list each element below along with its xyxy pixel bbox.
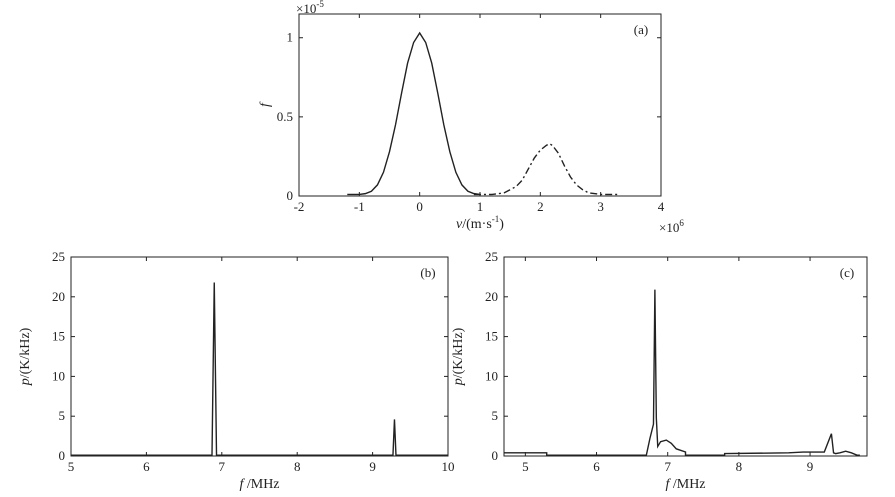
y-tick-label: 15 bbox=[52, 329, 65, 344]
x-axis-var: f bbox=[665, 477, 671, 492]
x-tick-label: 0 bbox=[416, 199, 423, 214]
x-tick-label: 9 bbox=[369, 459, 376, 474]
x-tick-label: 3 bbox=[597, 199, 604, 214]
y-tick-label: 0 bbox=[287, 188, 294, 203]
y-multiplier-base: ×10 bbox=[296, 1, 316, 16]
x-tick-label: 7 bbox=[664, 459, 671, 474]
x-tick-label: 8 bbox=[294, 459, 301, 474]
y-tick-label: 1 bbox=[287, 30, 294, 45]
x-axis-unit-exp: -1 bbox=[492, 214, 500, 224]
x-tick-label: 8 bbox=[736, 459, 743, 474]
y-axis-unit: /(K/kHz) bbox=[451, 327, 466, 378]
y-tick-label: 0 bbox=[59, 448, 66, 463]
x-axis-unit: /(m·s bbox=[462, 217, 492, 232]
y-tick-label: 20 bbox=[52, 289, 65, 304]
y-tick-label: 5 bbox=[492, 408, 499, 423]
y-axis-var: f bbox=[258, 101, 273, 107]
x-axis-title: f /MHz bbox=[239, 477, 279, 492]
y-axis-title: f bbox=[258, 101, 273, 107]
x-tick-label: 4 bbox=[658, 199, 665, 214]
x-multiplier-exp: 6 bbox=[679, 218, 684, 228]
series-line-1 bbox=[71, 282, 448, 456]
x-tick-label: -1 bbox=[354, 199, 365, 214]
y-tick-label: 10 bbox=[485, 368, 498, 383]
y-tick-label: 20 bbox=[485, 289, 498, 304]
y-tick-label: 15 bbox=[485, 329, 498, 344]
x-tick-label: 10 bbox=[442, 459, 455, 474]
y-multiplier-exp: -5 bbox=[316, 0, 324, 9]
y-tick-label: 5 bbox=[59, 408, 66, 423]
series-line-2 bbox=[473, 142, 619, 196]
panel-label: (c) bbox=[840, 265, 854, 280]
y-tick-label: 10 bbox=[52, 368, 65, 383]
panel-label: (a) bbox=[634, 22, 648, 37]
x-tick-label: 2 bbox=[537, 199, 544, 214]
x-tick-label: 1 bbox=[477, 199, 484, 214]
x-tick-label: 9 bbox=[807, 459, 814, 474]
y-tick-label: 0.5 bbox=[277, 109, 293, 124]
x-tick-label: 5 bbox=[522, 459, 529, 474]
x-axis-unit: /MHz bbox=[243, 477, 279, 492]
series-line-1 bbox=[347, 31, 481, 196]
x-multiplier: ×106 bbox=[659, 218, 684, 235]
y-axis-var: p bbox=[18, 378, 33, 386]
plot-frame bbox=[298, 13, 662, 197]
x-axis-var: v bbox=[456, 217, 463, 232]
x-axis-unit: /MHz bbox=[669, 477, 705, 492]
y-axis-title: p/(K/kHz) bbox=[18, 327, 33, 386]
x-tick-label: 6 bbox=[593, 459, 600, 474]
y-tick-label: 25 bbox=[485, 249, 498, 264]
x-multiplier-base: ×10 bbox=[659, 220, 679, 235]
y-axis-unit: /(K/kHz) bbox=[18, 327, 33, 378]
x-axis-title: f /MHz bbox=[665, 477, 705, 492]
x-tick-label: 7 bbox=[219, 459, 226, 474]
plot-frame bbox=[503, 256, 868, 457]
x-axis-title: v/(m·s-1) bbox=[456, 214, 504, 232]
plot-frame bbox=[70, 256, 449, 457]
x-axis-var: f bbox=[239, 477, 245, 492]
panel-label: (b) bbox=[420, 265, 435, 280]
chart-panel-3: 5 6 7 8 9 0 5 10 15 20 25 (c) f /MHz p/(K/kHz) bbox=[451, 249, 868, 492]
chart-panel-1: -2 -1 0 1 2 3 400.51(a)v/(m·s-1)f×10-5×106 bbox=[258, 0, 684, 235]
y-axis-var: p bbox=[451, 378, 466, 386]
x-tick-label: 6 bbox=[143, 459, 150, 474]
y-multiplier: ×10-5 bbox=[296, 0, 324, 16]
series-line-1 bbox=[504, 289, 860, 456]
x-axis-unit-close: ) bbox=[499, 217, 504, 232]
y-tick-label: 25 bbox=[52, 249, 65, 264]
x-tick-label: 5 bbox=[68, 459, 75, 474]
y-axis-title: p/(K/kHz) bbox=[451, 327, 466, 386]
x-tick-label: -2 bbox=[294, 199, 305, 214]
y-tick-label: 0 bbox=[492, 448, 499, 463]
